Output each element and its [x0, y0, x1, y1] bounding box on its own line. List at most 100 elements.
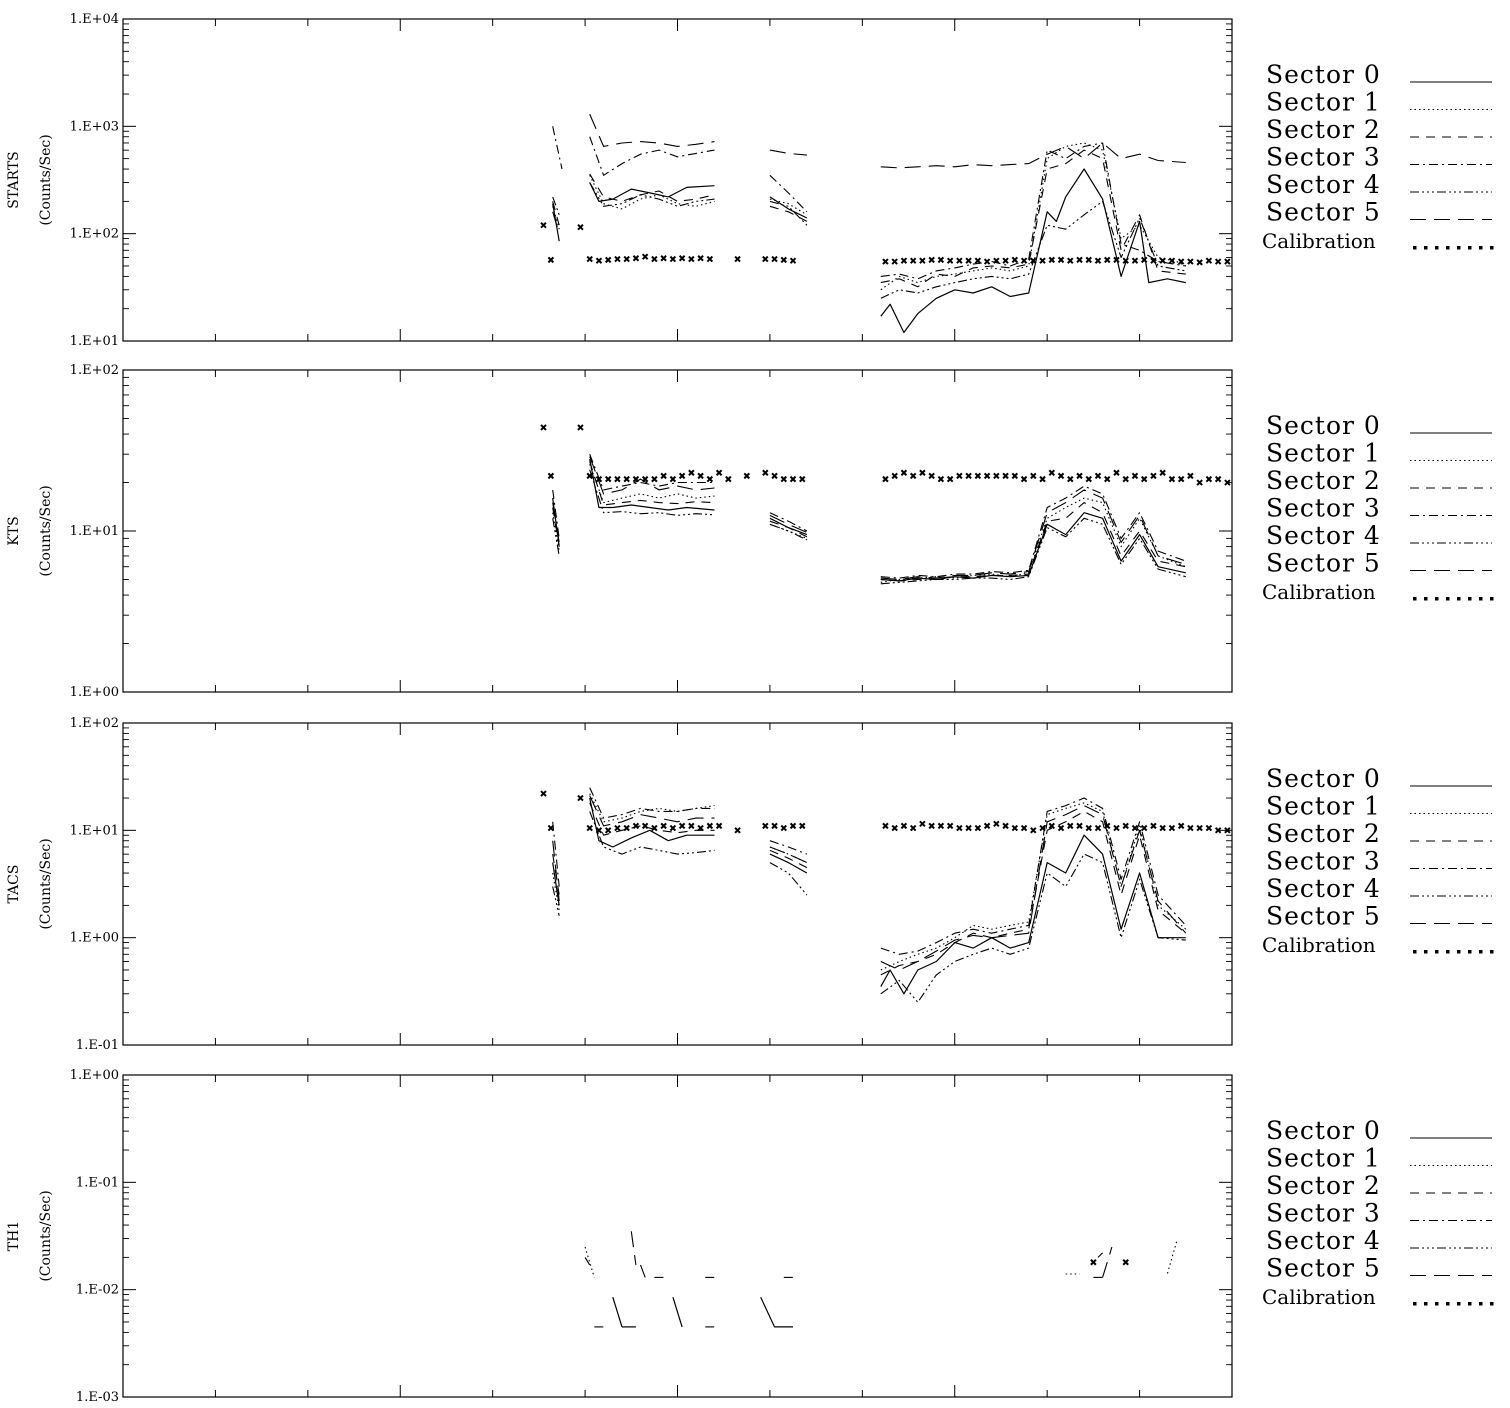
legend-label: Sector 2	[1266, 1171, 1381, 1200]
series-line	[769, 174, 808, 213]
plot-frame	[122, 1074, 1233, 1398]
calibration-point	[660, 255, 667, 262]
calibration-point	[1168, 257, 1176, 264]
calibration-point	[1094, 257, 1102, 264]
series-line	[769, 514, 808, 533]
series-sector-3	[552, 126, 1186, 280]
series-line	[880, 497, 1186, 583]
calibration-point	[586, 824, 593, 832]
series-sector-3	[552, 787, 1187, 955]
calibration-point	[1076, 256, 1083, 264]
series-sector-2	[552, 802, 1187, 976]
calibration-point	[1168, 475, 1176, 483]
series-sector-2	[552, 461, 1186, 582]
calibration-point	[1131, 257, 1139, 264]
calibration-point	[891, 824, 898, 832]
calibration-point	[789, 475, 797, 483]
y-axis-unit: (Counts/Sec)	[38, 838, 54, 929]
legend-label: Sector 0	[1266, 764, 1381, 793]
legend-label: Sector 5	[1266, 549, 1381, 578]
calibration-point	[1177, 258, 1185, 265]
calibration-point	[641, 822, 649, 830]
legend-marker	[1468, 246, 1472, 250]
series-sector-3	[552, 454, 1186, 579]
series-line	[639, 1264, 646, 1278]
calibration-point	[956, 257, 963, 264]
legend-label: Sector 1	[1266, 88, 1381, 117]
calibration-point	[715, 822, 723, 830]
calibration-point	[614, 255, 621, 263]
calibration-point	[734, 255, 741, 263]
plot-frame	[122, 722, 1233, 1046]
series-line	[552, 201, 560, 226]
legend-marker	[1435, 246, 1439, 250]
calibration-point	[547, 472, 555, 480]
series-line	[769, 523, 808, 539]
legend-label: Sector 2	[1266, 115, 1381, 144]
legend-label: Sector 4	[1266, 874, 1381, 903]
y-axis-label: STARTS	[6, 151, 22, 209]
legend-label: Sector 0	[1266, 411, 1381, 440]
calibration-point	[1002, 257, 1009, 264]
calibration-point	[909, 824, 917, 832]
series-line	[589, 793, 715, 823]
series-line	[769, 205, 808, 222]
calibration-point	[1196, 259, 1203, 266]
calibration-point	[1140, 256, 1148, 264]
legend-label: Calibration	[1262, 1285, 1376, 1309]
y-axis-label: TH1	[6, 1221, 22, 1251]
calibration-point	[1196, 824, 1203, 832]
calibration-point	[1159, 469, 1166, 476]
calibration-point	[1150, 257, 1157, 264]
calibration-point	[1048, 256, 1055, 264]
y-axis-unit: (Counts/Sec)	[38, 1190, 54, 1281]
calibration-point	[891, 472, 898, 480]
calibration-point	[900, 822, 908, 830]
calibration-point	[1177, 822, 1185, 830]
calibration-point	[771, 255, 778, 263]
calibration-point	[965, 472, 972, 480]
series-line	[589, 113, 715, 147]
calibration-point	[993, 472, 1000, 480]
calibration-point	[725, 475, 732, 483]
calibration-point	[660, 822, 667, 830]
calibration-point	[641, 475, 649, 483]
calibration-point	[928, 256, 935, 264]
calibration-point	[900, 257, 908, 264]
calibration-point	[1067, 257, 1074, 264]
calibration-point	[1224, 258, 1231, 265]
series-line	[589, 182, 715, 202]
legend-label: Sector 3	[1266, 143, 1381, 172]
calibration-point	[1076, 822, 1083, 830]
legend-marker	[1435, 597, 1439, 601]
calibration-point	[937, 475, 945, 483]
calibration-point	[1039, 475, 1046, 483]
calibration-point	[1131, 472, 1139, 480]
legend-marker	[1424, 950, 1428, 954]
calibration-point	[900, 469, 908, 476]
calibration-point	[919, 257, 926, 264]
series-line	[769, 512, 808, 532]
calibration-point	[1131, 824, 1139, 832]
calibration-point	[1085, 824, 1092, 832]
series-line	[552, 507, 560, 547]
calibration-point	[928, 822, 935, 830]
calibration-point	[1048, 822, 1055, 830]
legend-marker	[1479, 950, 1483, 954]
series-sector-5	[552, 795, 1187, 971]
y-tick-label: 1.E-03	[76, 1390, 119, 1405]
calibration-point	[641, 253, 649, 260]
series-sector-1	[552, 142, 1187, 291]
panel-tacs: 1.E-01 1.E+00 1.E+01 1.E+02 TACS (Counts/Sec)…	[6, 716, 1494, 1053]
calibration-point	[595, 257, 603, 264]
calibration-point	[586, 255, 593, 263]
calibration-point	[891, 258, 898, 265]
calibration-point	[1011, 256, 1019, 264]
calibration-point	[623, 824, 630, 832]
series-sector-5	[630, 1231, 1113, 1278]
calibration-point	[771, 822, 778, 830]
calibration-point	[614, 824, 621, 832]
series-line	[760, 1296, 793, 1328]
series-line	[589, 173, 715, 202]
